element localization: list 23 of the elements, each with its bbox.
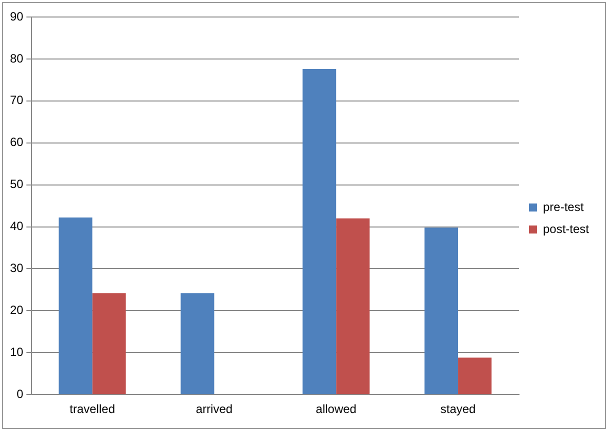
- y-tick-label: 40: [10, 219, 24, 234]
- x-tick-label: arrived: [196, 402, 233, 416]
- bar: [458, 358, 492, 394]
- x-tick-label: allowed: [316, 402, 356, 416]
- y-tick-label: 90: [10, 9, 24, 24]
- y-tick-label: 10: [10, 344, 24, 359]
- bar: [58, 218, 92, 394]
- y-tick-label: 0: [16, 386, 24, 401]
- bar: [424, 228, 458, 394]
- y-tick-label: 70: [10, 93, 24, 108]
- y-tick-label: 60: [10, 135, 24, 150]
- legend-label: post-test: [542, 222, 590, 236]
- x-tick-label: travelled: [70, 402, 115, 416]
- bar: [92, 293, 126, 394]
- bar: [302, 69, 336, 394]
- bar: [180, 293, 214, 394]
- legend-label: pre-test: [542, 200, 584, 214]
- bar: [336, 218, 370, 394]
- x-tick-label: stayed: [440, 402, 476, 416]
- y-tick-label: 80: [10, 51, 24, 66]
- y-tick-label: 20: [10, 303, 24, 317]
- y-tick-label: 50: [10, 177, 24, 192]
- y-tick-label: 30: [10, 261, 24, 276]
